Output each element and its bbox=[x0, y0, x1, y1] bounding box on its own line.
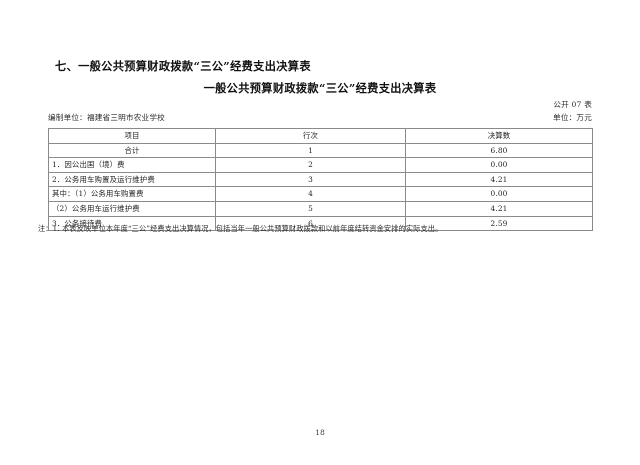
table-row: （2）公务用车运行维护费 5 4.21 bbox=[48, 200, 593, 217]
table-footnote: 注：1. 本表反映单位本年度“三公”经费支出决算情况，包括当年一般公共预算财政拨… bbox=[38, 224, 443, 233]
document-subtitle: 一般公共预算财政拨款“三公”经费支出决算表 bbox=[203, 81, 437, 95]
cell-item-name: 3．公务接待费 bbox=[48, 215, 216, 232]
cell-item-name: 合计 bbox=[48, 142, 216, 159]
table-row: 合计 1 6.80 bbox=[48, 142, 593, 159]
budget-expenditure-table: 项目 行次 决算数 合计 1 6.80 1．因公出国（境）费 2 0.00 2．公务用车购置… bbox=[48, 128, 593, 232]
cell-line-number: 1 bbox=[215, 142, 406, 159]
cell-line-number: 5 bbox=[215, 200, 406, 217]
currency-unit-label: 单位：万元 bbox=[553, 113, 592, 122]
column-header-line-number: 行次 bbox=[215, 128, 406, 144]
cell-final-amount: 4.21 bbox=[405, 171, 593, 188]
table-row: 其中：（1）公务用车购置费 4 0.00 bbox=[48, 186, 593, 202]
cell-item-name: （2）公务用车运行维护费 bbox=[48, 200, 216, 217]
cell-final-amount: 4.21 bbox=[405, 200, 593, 217]
table-row: 3．公务接待费 6 2.59 bbox=[48, 215, 593, 232]
table-header-row: 项目 行次 决算数 bbox=[48, 128, 593, 144]
cell-line-number: 3 bbox=[215, 171, 406, 188]
section-heading: 七、一般公共预算财政拨款“三公”经费支出决算表 bbox=[55, 59, 311, 73]
cell-final-amount: 0.00 bbox=[405, 157, 593, 173]
cell-line-number: 6 bbox=[215, 215, 406, 232]
table-row: 1．因公出国（境）费 2 0.00 bbox=[48, 157, 593, 173]
column-header-final-amount: 决算数 bbox=[405, 128, 593, 144]
page-number: 18 bbox=[315, 428, 325, 437]
cell-final-amount: 0.00 bbox=[405, 186, 593, 202]
column-header-item: 项目 bbox=[48, 128, 216, 144]
cell-item-name: 1．因公出国（境）费 bbox=[48, 157, 216, 173]
table-row: 2．公务用车购置及运行维护费 3 4.21 bbox=[48, 171, 593, 188]
cell-line-number: 4 bbox=[215, 186, 406, 202]
cell-final-amount: 6.80 bbox=[405, 142, 593, 159]
form-number-label: 公开 07 表 bbox=[553, 100, 592, 109]
cell-final-amount: 2.59 bbox=[405, 215, 593, 232]
compiling-unit-label: 编制单位：福建省三明市农业学校 bbox=[48, 113, 165, 122]
cell-line-number: 2 bbox=[215, 157, 406, 173]
cell-item-name: 其中：（1）公务用车购置费 bbox=[48, 186, 216, 202]
cell-item-name: 2．公务用车购置及运行维护费 bbox=[48, 171, 216, 188]
